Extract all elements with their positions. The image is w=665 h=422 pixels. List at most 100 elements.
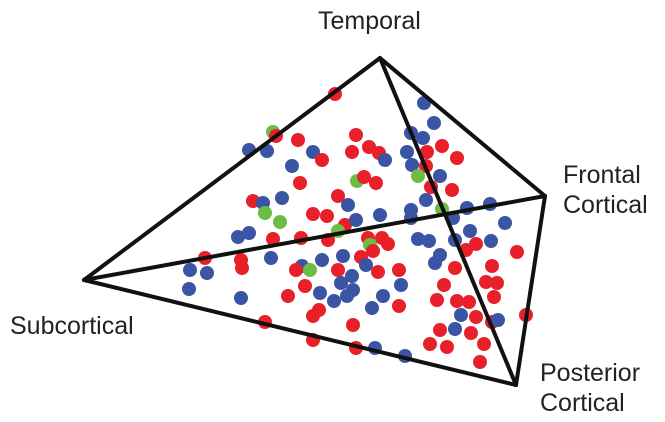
blue-dot: [336, 249, 350, 263]
blue-dot: [394, 278, 408, 292]
red-dot: [345, 145, 359, 159]
blue-dot: [327, 294, 341, 308]
blue-dot: [182, 282, 196, 296]
blue-dot: [427, 116, 441, 130]
red-dot: [437, 278, 451, 292]
green-dot: [411, 169, 425, 183]
blue-dot: [376, 289, 390, 303]
red-dot: [487, 290, 501, 304]
red-dot: [450, 151, 464, 165]
red-dot: [371, 265, 385, 279]
red-dot: [392, 263, 406, 277]
red-dot: [435, 139, 449, 153]
edge-temporal-frontal: [378, 56, 547, 198]
blue-dot: [428, 256, 442, 270]
red-dot: [433, 323, 447, 337]
red-dot: [266, 232, 280, 246]
dot-cloud: [182, 87, 533, 369]
vertex-label-subcortical: Subcortical: [10, 311, 134, 341]
red-dot: [490, 276, 504, 290]
red-dot: [320, 209, 334, 223]
blue-dot: [285, 159, 299, 173]
red-dot: [289, 263, 303, 277]
blue-dot: [463, 224, 477, 238]
blue-dot: [340, 289, 354, 303]
blue-dot: [484, 234, 498, 248]
edge-subcortical-temporal: [82, 56, 382, 282]
red-dot: [349, 128, 363, 142]
red-dot: [315, 153, 329, 167]
red-dot: [479, 275, 493, 289]
red-dot: [306, 207, 320, 221]
blue-dot: [341, 198, 355, 212]
red-dot: [430, 293, 444, 307]
green-dot: [303, 263, 317, 277]
red-dot: [392, 299, 406, 313]
green-dot: [273, 215, 287, 229]
red-dot: [331, 189, 345, 203]
blue-dot: [231, 230, 245, 244]
red-dot: [366, 244, 380, 258]
red-dot: [462, 295, 476, 309]
red-dot: [445, 183, 459, 197]
red-dot: [293, 176, 307, 190]
blue-dot: [373, 208, 387, 222]
vertex-label-temporal: Temporal: [318, 6, 421, 36]
blue-dot: [200, 266, 214, 280]
blue-dot: [313, 286, 327, 300]
blue-dot: [454, 308, 468, 322]
blue-dot: [306, 145, 320, 159]
red-dot: [448, 261, 462, 275]
blue-dot: [498, 216, 512, 230]
red-dot: [235, 261, 249, 275]
edge-temporal-posterior: [378, 56, 518, 387]
edge-frontal-posterior: [514, 194, 547, 387]
frontal-label-line2: Cortical: [563, 191, 648, 219]
red-dot: [473, 355, 487, 369]
blue-dot: [359, 258, 373, 272]
vertex-label-frontal-cortical: Frontal Cortical: [563, 160, 648, 220]
vertex-label-posterior-cortical: Posterior Cortical: [540, 358, 640, 418]
blue-dot: [365, 301, 379, 315]
red-dot: [485, 259, 499, 273]
blue-dot: [234, 291, 248, 305]
subcortical-label: Subcortical: [10, 312, 134, 340]
red-dot: [440, 340, 454, 354]
red-dot: [423, 337, 437, 351]
red-dot: [381, 237, 395, 251]
edge-subcortical-frontal: [82, 194, 547, 282]
red-dot: [281, 289, 295, 303]
tetrahedron-edges: [82, 56, 547, 387]
red-dot: [331, 263, 345, 277]
red-dot: [291, 133, 305, 147]
red-dot: [346, 318, 360, 332]
green-dot: [258, 206, 272, 220]
blue-dot: [433, 169, 447, 183]
red-dot: [298, 279, 312, 293]
blue-dot: [419, 193, 433, 207]
blue-dot: [405, 158, 419, 172]
posterior-label-line2: Cortical: [540, 389, 625, 417]
red-dot: [306, 309, 320, 323]
blue-dot: [411, 232, 425, 246]
blue-dot: [334, 276, 348, 290]
blue-dot: [345, 269, 359, 283]
blue-dot: [315, 253, 329, 267]
blue-dot: [275, 191, 289, 205]
red-dot: [510, 245, 524, 259]
blue-dot: [416, 131, 430, 145]
posterior-label-line1: Posterior: [540, 359, 641, 387]
blue-dot: [448, 322, 462, 336]
red-dot: [477, 337, 491, 351]
red-dot: [420, 145, 434, 159]
edge-subcortical-posterior: [82, 278, 518, 387]
red-dot: [469, 310, 483, 324]
blue-dot: [400, 145, 414, 159]
red-dot: [464, 326, 478, 340]
blue-dot: [242, 226, 256, 240]
red-dot: [450, 294, 464, 308]
blue-dot: [378, 153, 392, 167]
blue-dot: [491, 313, 505, 327]
blue-dot: [264, 251, 278, 265]
